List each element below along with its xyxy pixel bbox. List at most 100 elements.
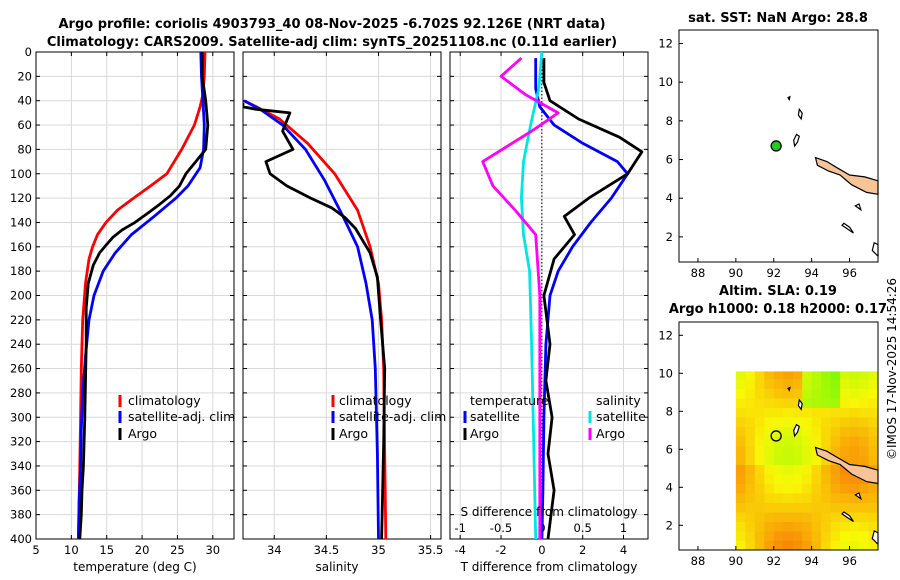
sla-cell <box>802 436 813 446</box>
map-y-tick-label: 4 <box>666 191 673 205</box>
sla-cell <box>783 455 794 465</box>
x-tick-label: 10 <box>64 543 79 557</box>
sla-cell <box>830 398 841 408</box>
sla-cell <box>735 398 746 408</box>
sla-cell <box>802 455 813 465</box>
sla-cell <box>802 379 813 389</box>
sla-cell <box>764 436 775 446</box>
sla-cell <box>811 436 822 446</box>
sla-field <box>735 371 879 551</box>
sla-cell <box>868 398 879 408</box>
sla-cell <box>783 436 794 446</box>
island <box>854 492 863 501</box>
sla-cell <box>840 426 851 437</box>
sla-cell <box>811 388 822 399</box>
sla-cell <box>830 540 841 551</box>
sla-cell <box>830 474 841 484</box>
x-tick-label: 34 <box>267 543 282 557</box>
map-y-tick-label: 10 <box>658 366 673 380</box>
sla-cell <box>840 512 851 522</box>
sla-cell <box>773 445 784 456</box>
sla-cell <box>773 371 784 380</box>
sla-cell <box>859 417 870 427</box>
sla-cell <box>735 521 746 532</box>
sla-cell <box>859 436 870 446</box>
island <box>841 511 854 522</box>
map-y-tick-label: 2 <box>666 230 673 244</box>
legend-argo-label: Argo <box>339 426 368 441</box>
y-tick-label: 60 <box>17 118 32 132</box>
x-tick-label: 35.5 <box>418 543 444 557</box>
x-tick-label: 15 <box>99 543 114 557</box>
sla-cell <box>754 493 765 503</box>
sla-cell <box>735 371 746 380</box>
sla-cell <box>868 407 879 418</box>
sla-cell <box>859 455 870 465</box>
sla-cell <box>830 445 841 456</box>
sla-cell <box>745 540 756 551</box>
sla-cell <box>754 371 765 380</box>
sla-cell <box>745 388 756 399</box>
sla-cell <box>802 445 813 456</box>
legend-sal-argo-label: Argo <box>596 426 625 441</box>
sla-cell <box>754 398 765 408</box>
sla-map-title-1: Altim. SLA: 0.19 <box>719 284 837 299</box>
sla-cell <box>745 407 756 418</box>
sla-cell <box>792 540 803 551</box>
y-tick-label: 160 <box>10 240 32 254</box>
temperature-panel: 5 10 15 20 25 3002040608010012014016018020022… <box>10 45 235 557</box>
sla-cell <box>754 379 765 389</box>
series-group <box>243 99 388 539</box>
x-tick-label: 34.5 <box>314 543 340 557</box>
sla-cell <box>745 371 756 380</box>
sla-cell <box>849 483 860 494</box>
sla-cell <box>830 436 841 446</box>
sla-cell <box>868 483 879 494</box>
sla-cell <box>754 455 765 465</box>
argo-position-marker <box>770 430 782 442</box>
x-tick-label: 35 <box>371 543 386 557</box>
sla-cell <box>792 455 803 465</box>
series-salinity-argo <box>481 57 560 539</box>
map-y-tick-label: 8 <box>666 114 673 128</box>
sla-cell <box>849 398 860 408</box>
sla-cell <box>745 445 756 456</box>
sla-cell <box>802 417 813 427</box>
sla-cell <box>811 417 822 427</box>
sla-cell <box>821 379 832 389</box>
sla-cell <box>773 512 784 522</box>
sla-cell <box>754 407 765 418</box>
temperature-legend: climatology satellite-adj. clim Argo <box>118 393 235 441</box>
sla-cell <box>868 445 879 456</box>
sla-cell <box>735 407 746 418</box>
sla-cell <box>792 493 803 503</box>
sla-cell <box>764 540 775 551</box>
sla-cell <box>792 379 803 389</box>
salinity-xlabel: salinity <box>315 560 358 574</box>
sla-cell <box>783 531 794 541</box>
sla-cell <box>802 483 813 494</box>
sla-cell <box>764 407 775 418</box>
sla-cell <box>764 379 775 389</box>
x-tick-label: 4 <box>620 543 627 557</box>
sla-cell <box>764 371 775 380</box>
map-x-tick-label: 88 <box>691 266 706 280</box>
x-tick-label: 20 <box>135 543 150 557</box>
sla-cell <box>783 502 794 513</box>
top-tick-label: 0.5 <box>574 521 592 535</box>
sla-cell <box>764 417 775 427</box>
sla-cell <box>764 512 775 522</box>
sla-cell <box>840 379 851 389</box>
sla-cell <box>821 388 832 399</box>
y-tick-label: 260 <box>10 362 32 376</box>
sla-cell <box>792 388 803 399</box>
sla-map-title-2: Argo h1000: 0.18 h2000: 0.17 <box>669 302 887 317</box>
sla-cell <box>745 512 756 522</box>
map-y-tick-label: 6 <box>666 153 673 167</box>
x-tick-label: -4 <box>454 543 465 557</box>
island <box>841 222 854 234</box>
island <box>793 423 801 438</box>
sla-cell <box>830 464 841 475</box>
sla-cell <box>849 540 860 551</box>
series-group <box>481 52 644 539</box>
